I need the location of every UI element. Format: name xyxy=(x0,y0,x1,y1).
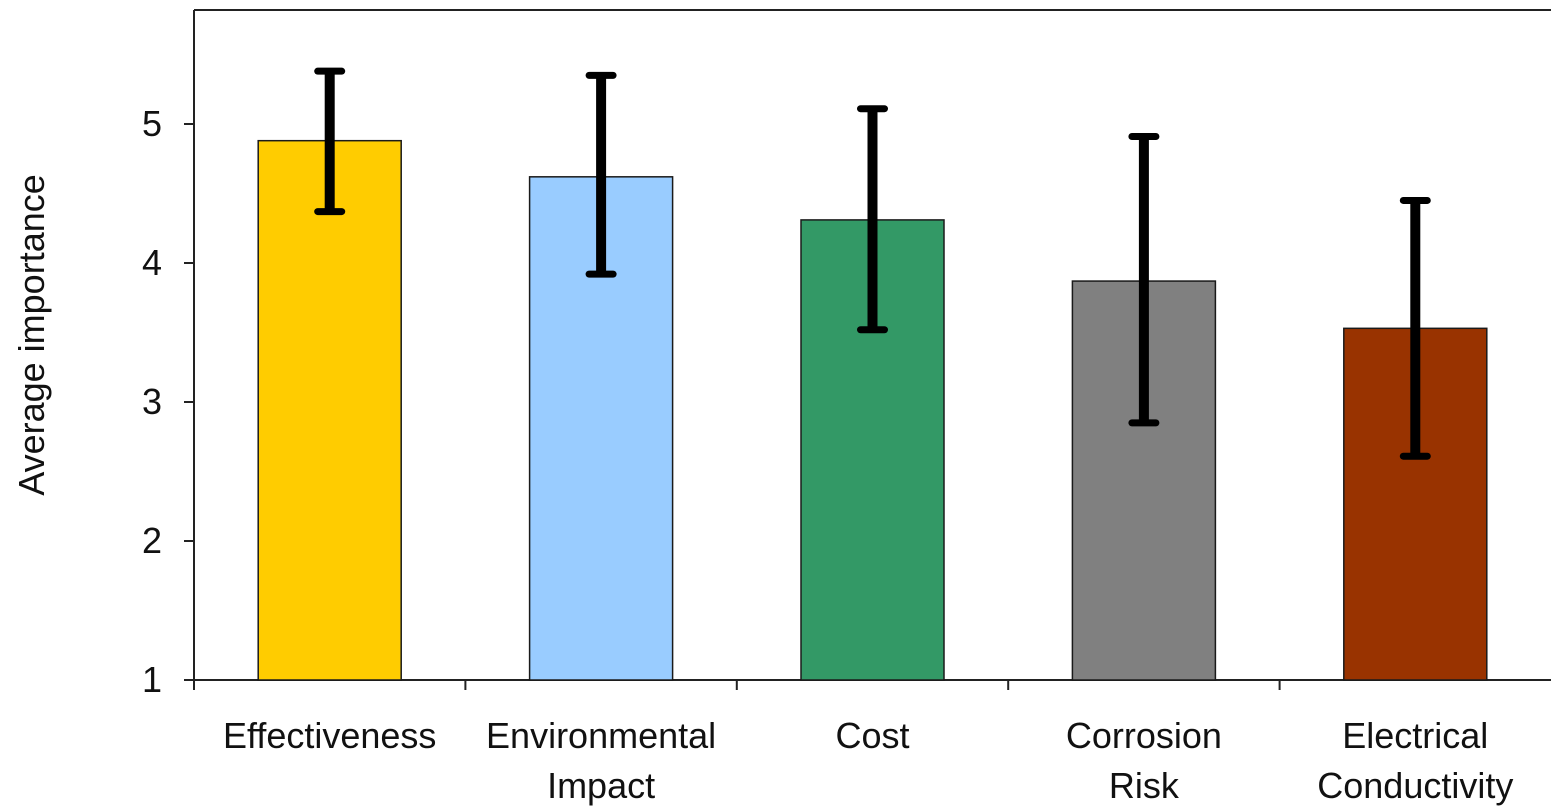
y-tick-label: 1 xyxy=(142,659,162,700)
x-tick-label: Effectiveness xyxy=(223,715,436,756)
y-axis-ticks: 1 2 3 4 5 xyxy=(142,103,194,700)
bar xyxy=(257,139,402,681)
y-tick-label: 2 xyxy=(142,520,162,561)
x-tick-label: Electrical Conductivity xyxy=(1317,715,1513,806)
y-tick-label: 4 xyxy=(142,242,162,283)
error-bar-series xyxy=(314,67,1431,460)
x-tick-label: Environmental Impact xyxy=(486,715,716,806)
x-axis-tick-labels: Effectiveness Environmental Impact Cost Corr… xyxy=(223,715,1513,806)
x-tick-label: Cost xyxy=(835,715,909,756)
x-axis-ticks xyxy=(193,680,1281,690)
y-axis-title: Average importance xyxy=(11,174,52,496)
y-tick-label: 3 xyxy=(142,381,162,422)
x-tick-label: Corrosion Risk xyxy=(1066,715,1222,806)
y-tick-label: 5 xyxy=(142,103,162,144)
